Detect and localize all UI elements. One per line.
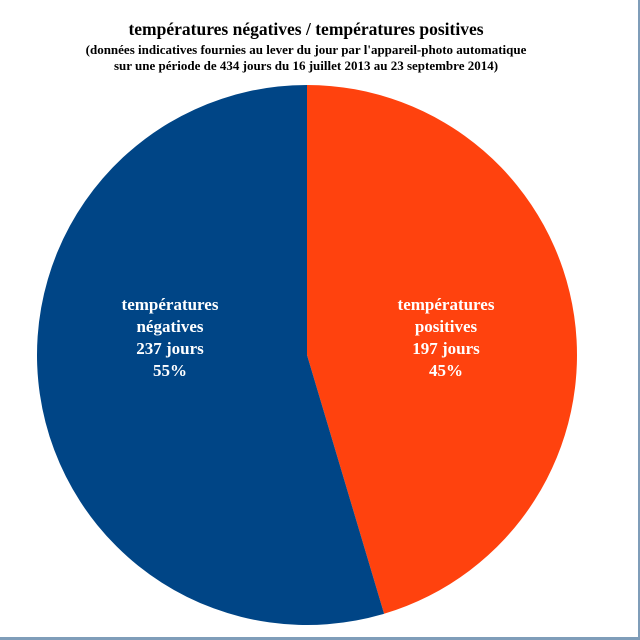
pie-slice-label-line: négatives — [136, 317, 203, 336]
chart-subtitle-line: sur une période de 434 jours du 16 juill… — [113, 58, 499, 73]
chart-title: températures négatives / températures po… — [128, 19, 484, 39]
pie-slice-label-positives: températures positives 197 jours 45% — [398, 295, 495, 380]
pie-slice-positives — [307, 85, 577, 614]
pie-slice-label-line: 55% — [153, 361, 187, 380]
pie-slice-label-line: positives — [415, 317, 478, 336]
chart-subtitle: (données indicatives fournies au lever d… — [0, 42, 612, 74]
pie-slice-label-line: 197 jours — [412, 339, 480, 358]
pie-slice-label-line: températures — [122, 295, 219, 314]
pie-slice-label-line: 45% — [429, 361, 463, 380]
pie-slice-label-negatives: températures négatives 237 jours 55% — [122, 295, 219, 380]
pie-slice-label-line: 237 jours — [136, 339, 204, 358]
pie-slice-negatives — [36, 85, 385, 625]
chart-subtitle-line: (données indicatives fournies au lever d… — [85, 42, 527, 57]
pie-slice-label-line: températures — [398, 295, 495, 314]
